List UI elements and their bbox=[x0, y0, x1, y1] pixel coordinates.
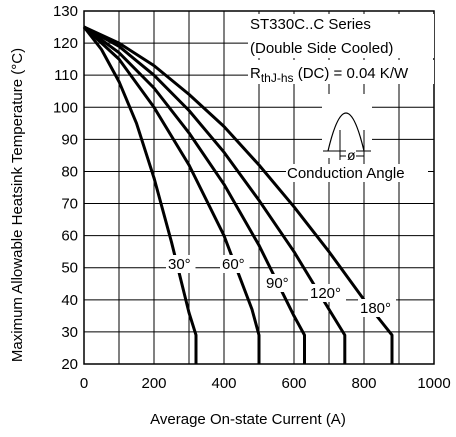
series-line-1 bbox=[82, 26, 198, 364]
chart-title-line-2: (Double Side Cooled) bbox=[250, 40, 393, 57]
rth-label-sub: thJ-hs bbox=[261, 71, 294, 85]
series-line-3 bbox=[83, 25, 306, 364]
inset-label-backdrop bbox=[286, 164, 428, 182]
subtitle-backdrop bbox=[248, 38, 434, 58]
x-axis-title: Average On-state Current (A) bbox=[150, 411, 346, 428]
y-tick-label: 30 bbox=[61, 324, 78, 341]
series-label-backdrop bbox=[166, 255, 196, 273]
rth-label-base: R bbox=[250, 65, 261, 82]
y-tick-label: 40 bbox=[61, 292, 78, 309]
y-tick-label: 80 bbox=[61, 163, 78, 180]
series-label-backdrop bbox=[308, 284, 346, 302]
conduction-angle-inset: ø bbox=[323, 112, 371, 163]
y-tick-label: 70 bbox=[61, 196, 78, 213]
inset-angle-symbol: ø bbox=[347, 147, 356, 163]
y-tick-label: 120 bbox=[53, 35, 78, 52]
x-tick-label: 200 bbox=[141, 375, 166, 392]
series-line-4 bbox=[83, 25, 347, 364]
y-tick-label: 50 bbox=[61, 260, 78, 277]
x-tick-label: 600 bbox=[281, 375, 306, 392]
x-tick-label: 800 bbox=[351, 375, 376, 392]
y-axis-title: Maximum Allowable Heatsink Temperature (… bbox=[9, 48, 26, 362]
x-tick-label: 400 bbox=[211, 375, 236, 392]
series-label-backdrop bbox=[358, 299, 396, 317]
y-tick-label: 100 bbox=[53, 99, 78, 116]
series-label-2: 60° bbox=[222, 256, 245, 273]
curves: 30° 60° 90° 120° 180° bbox=[82, 25, 396, 364]
y-tick-label: 130 bbox=[53, 3, 78, 20]
series-label-backdrop bbox=[220, 255, 250, 273]
chart-title-line-1: ST330C..C Series bbox=[250, 16, 371, 33]
series-label-1: 30° bbox=[168, 256, 191, 273]
tick-labels: 0 200 400 600 800 1000 20 30 40 50 60 70 80 90 100 110 1… bbox=[53, 3, 451, 392]
x-tick-label: 0 bbox=[80, 375, 88, 392]
conduction-angle-label: Conduction Angle bbox=[287, 165, 405, 182]
y-tick-label: 110 bbox=[54, 67, 78, 84]
rth-label: RthJ-hs (DC) = 0.04 K/W bbox=[250, 65, 409, 85]
rth-label-rest: (DC) = 0.04 K/W bbox=[294, 65, 409, 82]
rth-backdrop bbox=[248, 60, 434, 84]
x-tick-label: 1000 bbox=[417, 375, 450, 392]
y-tick-label: 20 bbox=[61, 356, 78, 373]
series-label-backdrop bbox=[264, 274, 294, 292]
series-line-2 bbox=[82, 25, 261, 364]
series-label-5: 180° bbox=[360, 300, 391, 317]
y-tick-label: 60 bbox=[61, 228, 78, 245]
inset-waveform bbox=[327, 112, 365, 152]
y-tick-label: 90 bbox=[61, 131, 78, 148]
series-label-3: 90° bbox=[266, 275, 289, 292]
title-backdrop bbox=[248, 14, 434, 38]
inset-symbol-backdrop bbox=[346, 149, 356, 161]
series-label-4: 120° bbox=[310, 285, 341, 302]
